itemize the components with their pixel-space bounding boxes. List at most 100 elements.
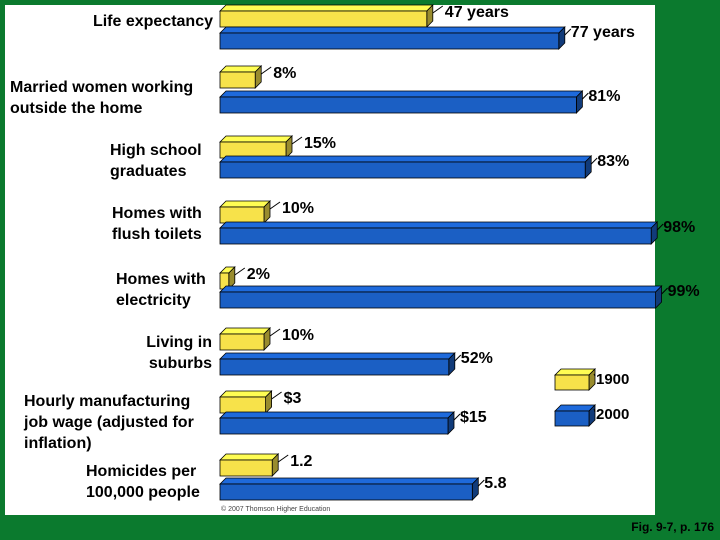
legend-swatch-1900-top: [554, 368, 596, 376]
category-label-line: Homicides per: [86, 463, 196, 480]
bar-2000-top: [219, 352, 456, 360]
category-label-line: Life expectancy: [93, 13, 213, 30]
category-label-line: Homes with: [116, 271, 206, 288]
leader-line-2000: [454, 354, 462, 362]
leader-line-1900: [432, 5, 444, 14]
category-label-line: job wage (adjusted for: [23, 414, 194, 431]
legend-swatch-2000-top: [554, 404, 596, 412]
value-label-2000: 5.8: [484, 475, 506, 492]
bar-2000-top: [219, 411, 455, 419]
bar-group: 2% 99%: [219, 266, 700, 309]
category-label-line: flush toilets: [112, 226, 202, 243]
bar-1900-top: [219, 65, 263, 73]
leader-line-2000: [564, 28, 572, 36]
leader-line-1900: [269, 201, 281, 210]
category-label-line: Homes with: [112, 205, 202, 222]
legend-leader-line: [593, 373, 596, 377]
value-label-1900: 47 years: [445, 4, 509, 21]
category-label: Homicides per 100,000 people: [86, 463, 200, 501]
category-label-line: inflation): [24, 435, 92, 452]
leader-line-1900: [291, 136, 303, 145]
category-label-line: suburbs: [149, 355, 212, 372]
category-labels: Life expectancy Married women working outs…: [10, 13, 213, 501]
leader-line-2000: [582, 92, 589, 100]
bars: 47 years 77 years 8% 81% 15% 83% 10% 98% 2% 99% 10…: [219, 4, 700, 501]
value-label-1900: $3: [284, 390, 302, 407]
bar-2000-top: [219, 285, 663, 293]
category-label-line: graduates: [110, 163, 187, 180]
bar-2000: [219, 227, 652, 245]
category-label-line: 100,000 people: [86, 484, 200, 501]
bar-2000: [219, 358, 450, 376]
bar-1900: [219, 396, 266, 414]
category-label: Living in suburbs: [146, 334, 212, 372]
bar-2000: [219, 161, 586, 179]
category-label: Married women working outside the home: [10, 79, 193, 117]
bar-group: 1.2 5.8: [219, 453, 507, 501]
category-label: Life expectancy: [93, 13, 213, 30]
leader-line-2000: [477, 479, 485, 487]
credit-text: © 2007 Thomson Higher Education: [221, 505, 330, 513]
legend: 1900 2000: [554, 368, 629, 427]
value-label-2000: 83%: [597, 153, 629, 170]
bar-2000-top: [219, 26, 566, 34]
legend-label: 2000: [596, 406, 629, 423]
value-label-1900: 10%: [282, 200, 314, 217]
bar-1900-top: [219, 200, 271, 208]
bar-1900-top: [219, 4, 434, 12]
value-label-2000: 77 years: [571, 24, 635, 41]
bar-2000-top: [219, 477, 480, 485]
value-label-1900: 15%: [304, 135, 336, 152]
leader-line-1900: [260, 66, 272, 75]
category-label: Hourly manufacturing job wage (adjusted f…: [23, 393, 194, 452]
bar-2000: [219, 32, 560, 50]
bar-group: 47 years 77 years: [219, 4, 635, 50]
leader-line-1900: [271, 391, 282, 400]
leader-line-2000: [661, 287, 668, 295]
bar-1900: [219, 71, 256, 89]
value-label-1900: 2%: [247, 266, 270, 283]
bar-1900: [219, 10, 428, 28]
figure-caption: Fig. 9-7, p. 176: [631, 520, 714, 534]
value-label-2000: 52%: [461, 350, 493, 367]
bar-2000: [219, 417, 449, 435]
bar-1900-top: [219, 327, 271, 335]
leader-line-1900: [269, 328, 281, 337]
bar-2000: [219, 291, 657, 309]
category-label-line: Hourly manufacturing: [24, 393, 190, 410]
bar-2000: [219, 483, 473, 501]
category-label-line: outside the home: [10, 100, 143, 117]
bar-1900: [219, 333, 265, 351]
category-label-line: Married women working: [10, 79, 193, 96]
bar-2000-top: [219, 155, 593, 163]
value-label-1900: 1.2: [290, 453, 312, 470]
legend-item: 2000: [554, 404, 629, 427]
value-label-1900: 10%: [282, 327, 314, 344]
bar-group: 8% 81%: [219, 65, 620, 114]
leader-line-2000: [656, 223, 664, 231]
legend-swatch-2000: [554, 410, 590, 427]
legend-label: 1900: [596, 371, 629, 388]
bar-1900: [219, 459, 273, 477]
value-label-1900: 8%: [273, 65, 296, 82]
category-label-line: electricity: [116, 292, 191, 309]
bar-1900: [219, 206, 265, 224]
bar-2000: [219, 96, 577, 114]
category-label: High school graduates: [110, 142, 202, 180]
category-label-line: Living in: [146, 334, 212, 351]
bar-1900-top: [219, 390, 273, 398]
value-label-2000: $15: [460, 409, 487, 426]
bar-2000-top: [219, 221, 659, 229]
legend-leader-line: [593, 408, 596, 413]
category-label: Homes with flush toilets: [112, 205, 202, 243]
leader-line-1900: [277, 454, 289, 463]
bar-1900-top: [219, 453, 280, 461]
value-label-2000: 81%: [588, 88, 620, 105]
bar-group: $3 $15: [219, 390, 487, 435]
bar-2000-top: [219, 90, 584, 98]
bar-group: 10% 98%: [219, 200, 695, 245]
value-label-2000: 99%: [668, 283, 700, 300]
legend-item: 1900: [554, 368, 629, 391]
bar-1900-top: [219, 135, 293, 143]
